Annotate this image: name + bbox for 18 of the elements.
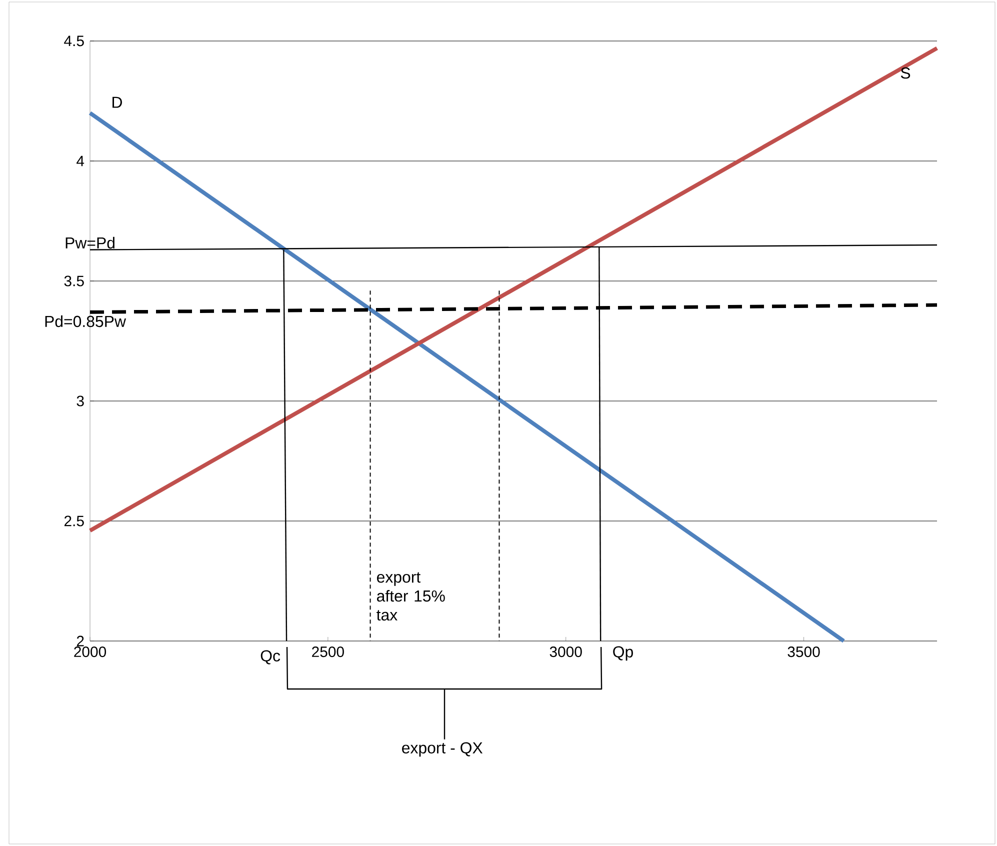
series-label: Pw=Pd bbox=[66, 236, 114, 249]
y-tick-label: 3 bbox=[76, 396, 84, 406]
x-tick-label: 2000 bbox=[74, 646, 106, 658]
annotation: export after 15% tax bbox=[376, 572, 445, 621]
text: Qp bbox=[613, 646, 633, 661]
text: Qc bbox=[260, 650, 280, 664]
y-tick-label: 4.5 bbox=[64, 36, 84, 46]
x-tick-label: 3500 bbox=[788, 646, 820, 658]
x-tick-label: 2500 bbox=[312, 646, 344, 658]
x-tick-label: 3000 bbox=[550, 646, 582, 658]
series-label: D bbox=[112, 96, 122, 108]
y-tick-label: 4 bbox=[76, 156, 84, 166]
y-tick-label: 2.5 bbox=[64, 516, 84, 526]
series-label: Pd=0.85Pw bbox=[45, 315, 126, 328]
text: export - QX bbox=[402, 742, 483, 757]
y-tick-label: 2 bbox=[76, 636, 84, 646]
series-label: S bbox=[900, 67, 910, 79]
y-tick-label: 3.5 bbox=[64, 276, 84, 286]
